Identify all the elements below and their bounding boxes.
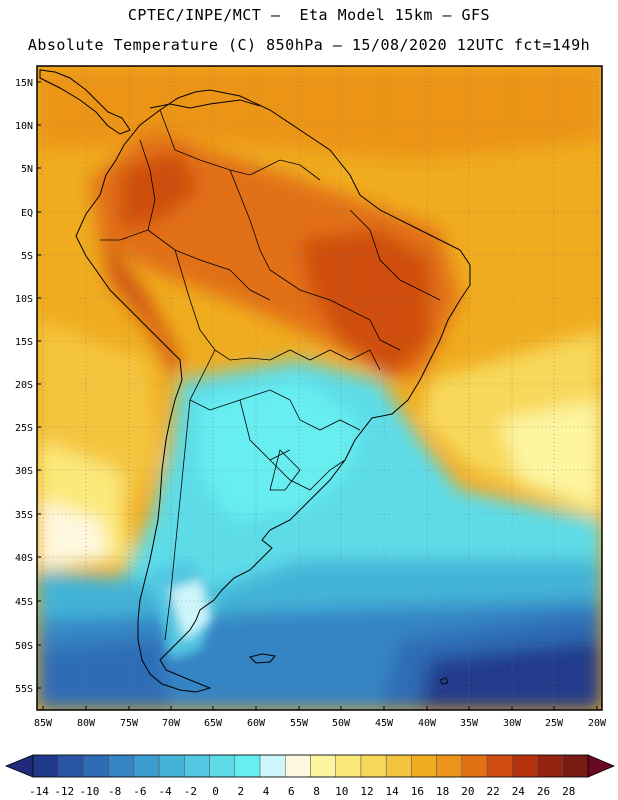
colorbar-swatch xyxy=(562,754,589,778)
colorbar-label: -10 xyxy=(80,785,100,798)
colorbar-label: 12 xyxy=(360,785,373,798)
colorbar-swatch xyxy=(360,754,387,778)
colorbar-label: 22 xyxy=(486,785,499,798)
lon-label: 60W xyxy=(247,718,266,729)
falkland-islands xyxy=(249,653,276,664)
colorbar-swatch xyxy=(285,754,311,778)
colorbar-label: 8 xyxy=(313,785,320,798)
lat-label: 10N xyxy=(15,121,33,132)
latitude-labels: 15N 10N 5N EQ 5S 10S 15S 20S 25S 30S 35S 40S 45S 50S 5… xyxy=(15,78,41,695)
lon-label: 80W xyxy=(77,718,96,729)
central-america-coastline xyxy=(39,69,131,135)
lon-label: 45W xyxy=(375,718,394,729)
map-title-line-1: CPTEC/INPE/MCT – Eta Model 15km – GFS xyxy=(127,6,491,24)
lat-label: 5S xyxy=(21,251,33,262)
colorbar-swatch xyxy=(461,754,488,778)
colorbar-swatch xyxy=(537,754,564,778)
colorbar-swatch xyxy=(184,754,210,778)
lon-label: 65W xyxy=(204,718,223,729)
south-america-coastline xyxy=(75,89,471,693)
lon-label: 75W xyxy=(120,718,139,729)
colorbar-swatch xyxy=(486,754,513,778)
colorbar-swatch xyxy=(83,754,109,778)
lat-label: 20S xyxy=(15,380,33,391)
lat-label: 30S xyxy=(15,466,33,477)
colorbar-swatch xyxy=(57,754,84,778)
colorbar-label: 0 xyxy=(212,785,219,798)
map-title-line-2: Absolute Temperature (C) 850hPa – 15/08/… xyxy=(27,36,591,54)
lon-label: 25W xyxy=(545,718,564,729)
colorbar-label: 16 xyxy=(411,785,424,798)
lon-label: 70W xyxy=(162,718,181,729)
lat-label: 25S xyxy=(15,423,33,434)
lat-label: 40S xyxy=(15,553,33,564)
lon-label: 40W xyxy=(418,718,437,729)
colorbar-label: -14 xyxy=(29,785,49,798)
lat-label: 10S xyxy=(15,294,33,305)
colorbar-label: 24 xyxy=(512,785,526,798)
lat-label: EQ xyxy=(21,208,33,219)
colorbar-swatch xyxy=(335,754,362,778)
colorbar-swatch xyxy=(234,754,261,778)
lon-label: 50W xyxy=(332,718,351,729)
colorbar-label: -6 xyxy=(133,785,146,798)
colorbar-swatch xyxy=(436,754,463,778)
country-borders xyxy=(100,109,441,641)
colorbar-left-arrow xyxy=(4,754,34,778)
plot-frame xyxy=(36,65,603,711)
colorbar-label: -8 xyxy=(108,785,121,798)
colorbar: -14 -12 -10 -8 -6 -4 -2 0 2 4 6 8 10 12 14 16 18 20 22 24 26… xyxy=(4,754,616,798)
colorbar-label: 26 xyxy=(537,785,550,798)
colorbar-label: -12 xyxy=(54,785,74,798)
lat-label: 35S xyxy=(15,510,33,521)
colorbar-swatch xyxy=(209,754,236,778)
colorbar-label: 10 xyxy=(335,785,348,798)
colorbar-swatch xyxy=(108,754,135,778)
colorbar-swatch xyxy=(411,754,437,778)
colorbar-label: 18 xyxy=(436,785,449,798)
lon-label: 20W xyxy=(588,718,607,729)
lon-label: 35W xyxy=(460,718,479,729)
colorbar-label: 2 xyxy=(238,785,245,798)
colorbar-swatch xyxy=(310,754,336,778)
lat-label: 50S xyxy=(15,641,33,652)
lat-label: 15N xyxy=(15,78,33,89)
colorbar-label: -2 xyxy=(184,785,197,798)
lon-label: 30W xyxy=(503,718,522,729)
colorbar-label: 28 xyxy=(562,785,575,798)
lat-label: 45S xyxy=(15,597,33,608)
colorbar-right-arrow xyxy=(587,754,616,778)
longitude-labels: 85W 80W 75W 70W 65W 60W 55W 50W 45W 40W 35W 30W 25W 2… xyxy=(34,706,607,729)
colorbar-swatch xyxy=(385,754,412,778)
graticule xyxy=(37,66,602,710)
lat-label: 55S xyxy=(15,684,33,695)
temperature-field xyxy=(37,66,602,710)
colorbar-swatch xyxy=(133,754,160,778)
lon-label: 55W xyxy=(290,718,309,729)
colorbar-label: 20 xyxy=(461,785,474,798)
colorbar-swatch xyxy=(32,754,59,778)
lon-label: 85W xyxy=(34,718,53,729)
colorbar-swatch xyxy=(158,754,185,778)
colorbar-label: 4 xyxy=(263,785,270,798)
colorbar-swatch xyxy=(512,754,538,778)
colorbar-swatch xyxy=(259,754,286,778)
colorbar-label: 14 xyxy=(386,785,400,798)
colorbar-label: 6 xyxy=(288,785,295,798)
lat-label: 15S xyxy=(15,337,33,348)
lat-label: 5N xyxy=(21,164,33,175)
colorbar-label: -4 xyxy=(159,785,173,798)
